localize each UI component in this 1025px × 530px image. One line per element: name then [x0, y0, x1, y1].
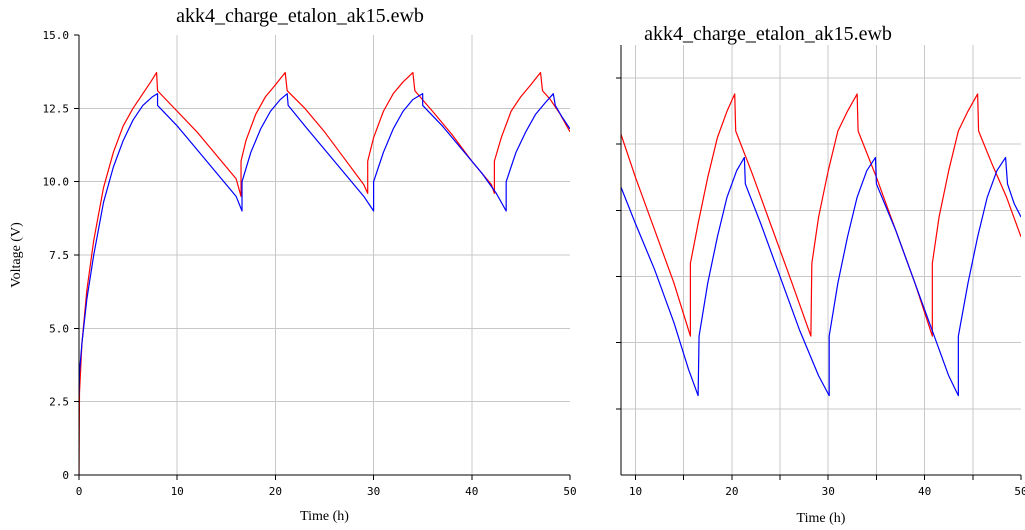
chart-title: akk4_charge_etalon_ak15.ewb: [644, 23, 892, 45]
x-tick-label: 10: [629, 485, 642, 498]
series-group: [621, 93, 1021, 397]
x-tick-label: 30: [367, 485, 380, 498]
x-tick-label: 50: [1014, 485, 1025, 498]
x-tick-label: 20: [725, 485, 738, 498]
chart-2: 10 20 30 40 50 akk4_charge_etalon_ak15.ewb Tim…: [616, 23, 1025, 526]
chart-title: akk4_charge_etalon_ak15.ewb: [176, 5, 424, 27]
series-group: [79, 71, 570, 475]
y-tick-label: 10.0: [43, 176, 70, 189]
x-tick-label: 10: [171, 485, 184, 498]
x-tick-label: 20: [269, 485, 282, 498]
series-line-2: [79, 93, 570, 396]
y-tick-label: 12.5: [43, 102, 70, 115]
y-axis-label: Voltage (V): [9, 222, 24, 288]
x-axis-label: Time (h): [797, 511, 846, 526]
x-tick-label: 40: [465, 485, 478, 498]
y-tick-label: 0: [62, 469, 69, 482]
x-tick-label: 0: [76, 485, 83, 498]
x-tick-label: 50: [563, 485, 576, 498]
x-axis-label: Time (h): [300, 509, 349, 524]
series-line-1: [79, 71, 570, 475]
y-tick-label: 2.5: [49, 396, 69, 409]
y-tick-label: 7.5: [49, 249, 69, 262]
x-tick-label: 40: [918, 485, 931, 498]
series-line-2: [621, 156, 1021, 397]
y-tick-label: 15.0: [43, 29, 70, 42]
y-tick-label: 5.0: [49, 322, 69, 335]
chart-1: 0 10 20 30 40 50 0 2.5 5.0 7.5 10.0 12.5 15.0 akk4_ch…: [9, 5, 577, 524]
series-line-1: [621, 93, 1021, 337]
x-tick-label: 30: [822, 485, 835, 498]
